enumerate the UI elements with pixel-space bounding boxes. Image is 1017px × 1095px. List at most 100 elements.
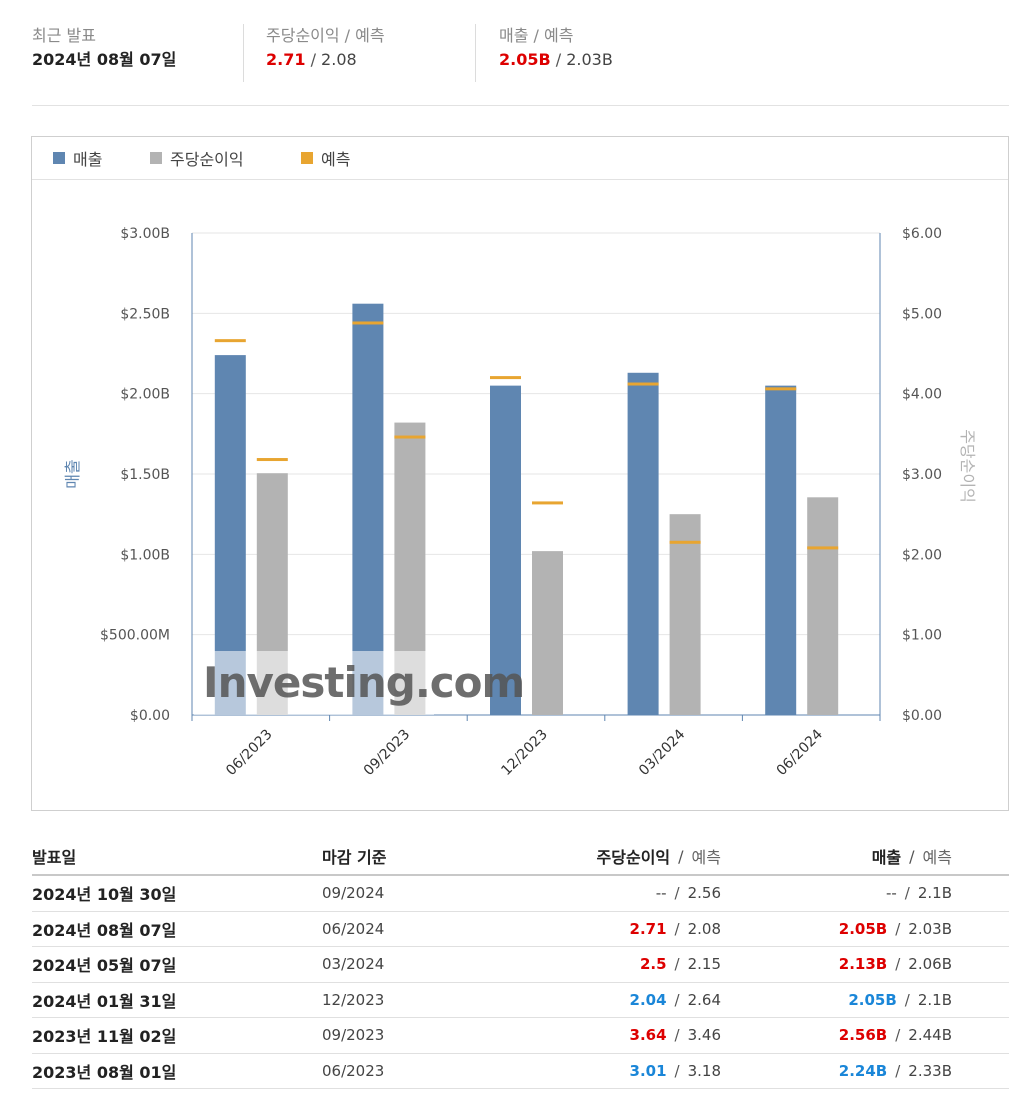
row-eps-separator: /	[674, 1026, 680, 1045]
table-row: 2023년 11월 02일 09/2023 3.64 / 3.46 2.56B / 2.44B	[32, 1018, 1009, 1054]
legend-swatch-eps	[150, 152, 162, 164]
row-eps: -- / 2.56	[656, 876, 721, 911]
eps-bar	[532, 551, 563, 715]
row-eps-actual: 2.04	[629, 990, 667, 1009]
legend-item-forecast[interactable]: 예측	[301, 147, 350, 169]
revenue-bar	[490, 385, 521, 715]
watermark-backdrop	[194, 651, 434, 715]
header-eps-label: 주당순이익	[596, 848, 671, 867]
row-eps-forecast: 2.56	[687, 884, 721, 903]
eps-bar	[669, 514, 701, 715]
revenue-forecast: 2.03B	[566, 50, 613, 69]
right-tick-label: $5.00	[902, 306, 942, 322]
row-eps-actual: 2.5	[639, 955, 667, 974]
row-revenue: 2.56B / 2.44B	[839, 1018, 952, 1053]
revenue-forecast-marker	[765, 387, 797, 391]
right-tick-label: $6.00	[902, 226, 942, 242]
row-eps-actual: --	[655, 884, 667, 903]
legend-swatch-forecast	[301, 152, 313, 164]
row-revenue: 2.05B / 2.03B	[839, 912, 952, 947]
row-revenue: 2.24B / 2.33B	[839, 1054, 952, 1089]
header-eps-separator: /	[678, 846, 684, 866]
row-eps-actual: 2.71	[629, 919, 667, 938]
eps-forecast-marker	[256, 458, 288, 462]
table-row: 2024년 10월 30일 09/2024 -- / 2.56 -- / 2.1B	[32, 876, 1009, 912]
row-eps: 3.01 / 3.18	[630, 1054, 721, 1089]
legend-item-revenue[interactable]: 매출	[53, 147, 102, 169]
revenue-actual: 2.05B	[499, 50, 551, 69]
left-axis-title: 매출	[63, 459, 82, 488]
left-tick-label: $2.00B	[120, 387, 170, 403]
eps-forecast-marker	[669, 540, 701, 544]
row-revenue: 2.13B / 2.06B	[839, 947, 952, 982]
row-eps-separator: /	[674, 1061, 680, 1080]
row-revenue-actual: 2.05B	[838, 919, 888, 938]
eps-summary-block: 주당순이익 / 예측 2.71 / 2.08	[243, 24, 475, 82]
row-revenue-forecast: 2.03B	[908, 919, 952, 938]
revenue-forecast-marker	[627, 382, 659, 386]
header-release-date: 발표일	[32, 848, 77, 867]
x-tick-label: 06/2023	[223, 727, 275, 779]
table-row: 2024년 05월 07일 03/2024 2.5 / 2.15 2.13B / 2.06B	[32, 947, 1009, 983]
row-revenue: -- / 2.1B	[886, 876, 952, 911]
left-tick-label: $1.50B	[120, 467, 170, 483]
table-row: 2023년 08월 01일 06/2023 3.01 / 3.18 2.24B / 2.33B	[32, 1054, 1009, 1089]
investing-watermark: Investing.com	[203, 658, 524, 707]
row-eps-actual: 3.01	[629, 1061, 667, 1080]
x-tick-label: 12/2023	[498, 727, 550, 779]
table-header-row: 발표일 마감 기준 주당순이익 / 예측 매출 / 예측	[32, 838, 1009, 876]
row-eps-separator: /	[674, 955, 680, 974]
right-tick-label: $1.00	[902, 628, 942, 644]
header-period-end: 마감 기준	[322, 848, 387, 867]
legend-item-eps[interactable]: 주당순이익	[150, 147, 244, 169]
row-eps-actual: 3.64	[629, 1026, 667, 1045]
legend-label-eps: 주당순이익	[170, 150, 244, 169]
row-period-end: 06/2024	[322, 919, 385, 938]
latest-release-block: 최근 발표 2024년 08월 07일	[32, 24, 242, 82]
row-revenue-separator: /	[895, 1061, 901, 1080]
row-revenue-actual: 2.05B	[848, 990, 897, 1009]
row-revenue-separator: /	[895, 919, 901, 938]
row-release-date: 2024년 01월 31일	[32, 991, 177, 1011]
row-revenue-actual: 2.56B	[838, 1026, 888, 1045]
right-axis-title: 주당순이익	[958, 429, 977, 503]
right-tick-label: $2.00	[902, 547, 942, 563]
row-revenue-forecast: 2.1B	[917, 884, 952, 903]
eps-actual: 2.71	[266, 50, 306, 69]
row-revenue-separator: /	[904, 990, 910, 1009]
header-revenue-label: 매출	[871, 848, 902, 867]
earnings-summary: 최근 발표 2024년 08월 07일 주당순이익 / 예측 2.71 / 2.…	[32, 24, 1009, 106]
row-eps-forecast: 2.15	[687, 955, 721, 974]
eps-summary-label: 주당순이익 / 예측	[266, 26, 385, 45]
legend-label-revenue: 매출	[73, 150, 103, 169]
header-revenue: 매출 / 예측	[872, 838, 952, 874]
left-tick-label: $1.00B	[120, 547, 170, 563]
row-eps-forecast: 2.64	[687, 990, 721, 1009]
eps-summary-value: 2.71 / 2.08	[266, 48, 475, 72]
left-tick-label: $3.00B	[120, 226, 170, 242]
row-release-date: 2023년 08월 01일	[32, 1062, 177, 1082]
header-eps-forecast: 예측	[691, 848, 721, 867]
row-revenue-separator: /	[904, 884, 910, 903]
row-eps: 2.04 / 2.64	[630, 983, 721, 1018]
row-revenue-forecast: 2.06B	[908, 955, 952, 974]
table-row: 2024년 08월 07일 06/2024 2.71 / 2.08 2.05B / 2.03B	[32, 912, 1009, 947]
revenue-summary-value: 2.05B / 2.03B	[499, 48, 725, 72]
legend-label-forecast: 예측	[321, 150, 351, 169]
row-release-date: 2024년 05월 07일	[32, 956, 177, 976]
table-row: 2024년 01월 31일 12/2023 2.04 / 2.64 2.05B / 2.1B	[32, 983, 1009, 1018]
revenue-separator: /	[550, 50, 567, 69]
row-eps-forecast: 3.18	[687, 1061, 721, 1080]
row-revenue-actual: --	[885, 884, 897, 903]
revenue-bar	[627, 372, 659, 715]
right-tick-label: $4.00	[902, 387, 942, 403]
left-tick-label: $500.00M	[100, 628, 170, 644]
x-tick-label: 06/2024	[774, 726, 827, 779]
row-period-end: 06/2023	[322, 1061, 385, 1080]
header-eps: 주당순이익 / 예측	[597, 838, 721, 874]
revenue-forecast-marker	[490, 376, 521, 380]
latest-release-date: 2024년 08월 07일	[32, 50, 177, 69]
row-eps-separator: /	[674, 919, 680, 938]
row-eps-forecast: 2.08	[687, 919, 721, 938]
row-revenue-actual: 2.13B	[838, 955, 888, 974]
